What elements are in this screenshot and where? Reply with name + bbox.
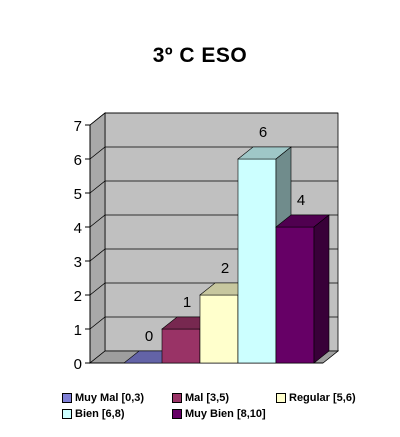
side-wall [89, 112, 106, 364]
data-label: 1 [183, 294, 191, 311]
legend-label: Regular [5,6) [289, 392, 356, 404]
y-tick-label: 6 [74, 152, 82, 169]
y-tick-label: 2 [74, 288, 82, 305]
bar-front [275, 226, 315, 364]
legend-item-mal: Mal [3,5) [172, 392, 229, 404]
data-label: 4 [297, 192, 305, 209]
bar-front [199, 294, 239, 364]
legend-item-bien: Bien [6,8) [62, 408, 125, 420]
legend-label: Mal [3,5) [185, 392, 230, 404]
legend-swatch [172, 409, 182, 419]
legend-swatch [62, 409, 72, 419]
legend-swatch [276, 393, 286, 403]
data-label: 6 [259, 124, 267, 141]
bar-front [237, 158, 277, 364]
legend-label: Muy Mal [0,3) [75, 392, 145, 404]
legend-item-muy-mal: Muy Mal [0,3) [62, 392, 144, 404]
legend-label: Muy Bien [8,10] [185, 408, 266, 420]
y-tick-label: 7 [74, 118, 82, 135]
y-tick-label: 5 [74, 186, 82, 203]
chart-title: 3º C ESO [152, 44, 248, 67]
legend-item-muy-bien: Muy Bien [8,10] [172, 408, 266, 420]
legend-label: Bien [6,8) [75, 408, 125, 420]
gridline [89, 112, 338, 126]
y-tick-label: 0 [74, 356, 82, 373]
bar-side [313, 214, 330, 364]
data-label: 2 [221, 260, 229, 277]
legend-swatch [62, 393, 72, 403]
y-tick-label: 4 [74, 220, 82, 237]
chart-legend: Muy Mal [0,3) Mal [3,5) Regular [5,6) Bi… [58, 392, 388, 426]
data-label: 0 [145, 328, 153, 345]
y-tick-label: 3 [74, 254, 82, 271]
legend-swatch [172, 393, 182, 403]
bar-front [161, 328, 201, 364]
legend-item-regular: Regular [5,6) [276, 392, 356, 404]
y-tick-label: 1 [74, 322, 82, 339]
